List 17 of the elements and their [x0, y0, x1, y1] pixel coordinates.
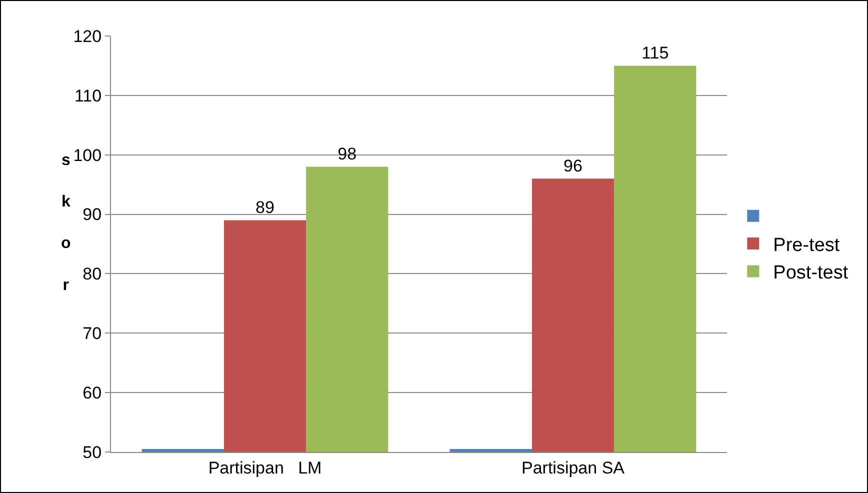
y-tick-label: 50 [82, 442, 102, 462]
y-tick-label: 90 [82, 205, 102, 224]
y-tick-label: 80 [82, 264, 102, 284]
y-tick-label: 100 [73, 146, 102, 165]
legend-label: Post-test [773, 262, 849, 284]
data-label: 96 [564, 156, 582, 176]
legend-label: Pre-test [773, 234, 840, 256]
y-tick-label: 120 [73, 26, 102, 46]
y-tick-label: 70 [82, 324, 102, 344]
x-tick-label: Partisipan SA [522, 458, 626, 478]
data-label: 115 [642, 44, 669, 63]
y-tick-label: 110 [74, 86, 102, 106]
data-label: 98 [338, 144, 357, 164]
y-tick-label: 60 [82, 384, 102, 403]
text: skor [61, 152, 71, 294]
x-tick-label: Partisipan LM [208, 458, 322, 478]
data-label: 89 [256, 198, 274, 218]
